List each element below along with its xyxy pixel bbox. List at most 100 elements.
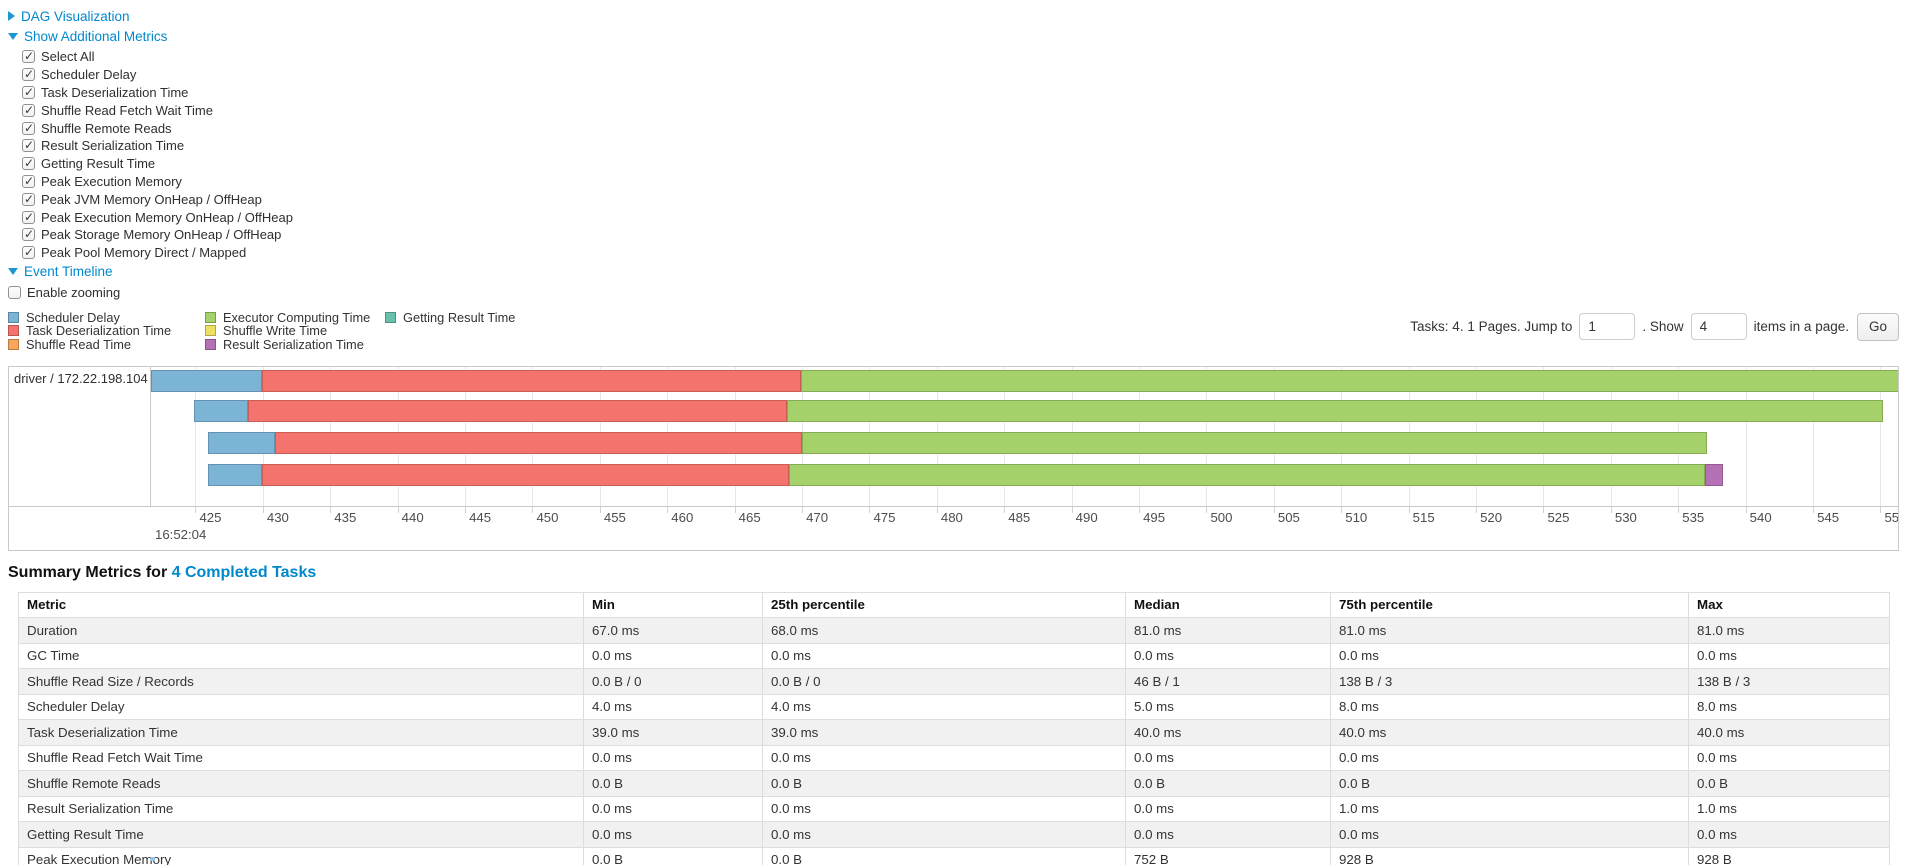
tick-mark [1745,506,1747,513]
tick-label: 535 [1682,509,1705,525]
metric-checkbox-row: Getting Result Time [22,155,1899,173]
metric-checkbox[interactable] [22,67,35,82]
metric-checkbox-label: Shuffle Remote Reads [41,120,172,136]
dag-visualization-toggle[interactable]: DAG Visualization [8,6,1899,26]
metric-name-cell: Shuffle Remote Reads [18,770,584,797]
collapse-arrow-icon [8,268,18,276]
scheduler-delay-segment[interactable] [207,463,262,486]
dag-visualization-link[interactable]: DAG Visualization [21,8,130,24]
enable-zooming-checkbox[interactable] [8,286,21,300]
result-serialization-segment[interactable] [1705,463,1723,486]
tick-mark [1273,506,1275,513]
metric-value-cell: 67.0 ms [583,617,763,644]
metric-value-cell: 39.0 ms [583,719,763,746]
table-row: Duration 67.0 ms 68.0 ms 81.0 ms 81.0 ms 81.0… [18,617,1890,644]
legend-item: Executor Computing Time [205,310,370,325]
table-row: Getting Result Time 0.0 ms 0.0 ms 0.0 ms 0.0… [18,821,1890,848]
metric-checkbox[interactable] [22,210,35,224]
scheduler-delay-segment[interactable] [151,369,262,392]
scheduler-delay-segment[interactable] [207,431,275,454]
metric-checkbox-row: Peak Pool Memory Direct / Mapped [22,244,1899,262]
metric-checkbox[interactable] [22,121,35,135]
tick-label: 430 [266,509,289,525]
metric-value-cell: 0.0 ms [1330,744,1689,772]
legend-label: Result Serialization Time [223,336,364,352]
metric-value-cell: 39.0 ms [762,719,1126,746]
legend-label: Executor Computing Time [223,309,371,325]
scheduler-delay-segment[interactable] [194,399,249,422]
tick-mark [1610,506,1612,513]
metric-value-cell: 0.0 B [762,846,1126,865]
legend-item: Task Deserialization Time [8,323,181,339]
clipped-element-fragment [150,857,155,861]
executor-computing-segment[interactable] [787,399,1884,422]
table-row: Scheduler Delay 4.0 ms 4.0 ms 5.0 ms 8.0 ms 8… [18,693,1890,721]
legend-column: Executor Computing Time Shuffle Write Tim… [205,310,370,352]
metric-checkbox[interactable] [22,85,35,99]
tick-mark [1408,506,1410,513]
executor-computing-segment[interactable] [788,463,1706,486]
task-bar[interactable] [151,399,1898,422]
legend-label: Task Deserialization Time [26,323,172,339]
summary-metrics-table: Metric Min 25th percentile Median 75th perce… [18,591,1890,865]
metric-value-cell: 0.0 ms [583,795,763,823]
executor-computing-segment[interactable] [800,369,1898,392]
event-timeline-toggle[interactable]: Event Timeline [8,262,1899,282]
tick-mark [1678,506,1680,513]
tick-mark [1476,506,1478,513]
scheduler-delay-swatch-icon [8,311,19,323]
executor-computing-segment[interactable] [802,431,1707,454]
metric-checkbox[interactable] [22,138,35,153]
go-button[interactable]: Go [1856,312,1899,341]
tick-label: 510 [1345,509,1368,525]
table-header-row: Metric Min 25th percentile Median 75th perce… [18,591,1890,619]
metric-checkbox[interactable] [22,103,35,117]
tick-mark [397,506,399,513]
tick-mark [532,506,534,513]
event-timeline-link[interactable]: Event Timeline [24,264,113,280]
metric-checkbox-label: Select All [41,49,95,65]
metric-value-cell: 752 B [1125,846,1331,865]
task-bar[interactable] [151,463,1898,486]
metric-value-cell: 0.0 ms [762,642,1126,670]
metric-name-cell: Scheduler Delay [18,693,584,721]
metric-checkbox[interactable] [22,192,35,206]
items-per-page-input[interactable] [1690,313,1747,341]
metric-value-cell: 0.0 ms [1125,744,1331,772]
task-deserialization-segment[interactable] [275,431,803,454]
metric-value-cell: 1.0 ms [1688,795,1890,823]
table-row: Shuffle Remote Reads 0.0 B 0.0 B 0.0 B 0.0 B… [18,770,1890,797]
metric-checkbox-row: Peak Execution Memory [22,173,1899,191]
tick-label: 465 [738,509,761,525]
completed-tasks-link[interactable]: 4 Completed Tasks [171,563,317,581]
column-header: Median [1125,591,1331,619]
gridline [1813,366,1815,506]
metric-checkbox[interactable] [22,227,35,242]
metric-checkbox[interactable] [22,245,35,260]
task-deserialization-segment[interactable] [261,369,801,392]
tick-label: 440 [401,509,424,525]
jump-to-page-input[interactable] [1579,313,1636,341]
task-deserialization-segment[interactable] [261,463,789,486]
metric-value-cell: 0.0 B / 0 [762,668,1126,695]
metric-name-cell: Task Deserialization Time [18,719,584,746]
metric-checkbox[interactable] [22,174,35,188]
table-row: GC Time 0.0 ms 0.0 ms 0.0 ms 0.0 ms 0.0 ms [18,642,1890,670]
getting-result-swatch-icon [385,311,396,323]
metric-checkbox-label: Task Deserialization Time [41,84,189,100]
task-deserialization-segment[interactable] [248,399,788,422]
metric-checkbox[interactable] [22,49,35,64]
show-additional-metrics-toggle[interactable]: Show Additional Metrics [8,26,1899,46]
shuffle-write-swatch-icon [205,325,216,337]
column-header: 25th percentile [762,591,1126,619]
show-additional-metrics-link[interactable]: Show Additional Metrics [24,28,168,44]
pagination-show-text: . Show [1642,319,1684,335]
task-bar[interactable] [151,369,1898,392]
task-bar[interactable] [151,431,1898,454]
metric-checkbox[interactable] [22,156,35,171]
metric-value-cell: 0.0 ms [1330,821,1689,848]
metric-name-cell: Shuffle Read Size / Records [18,668,584,695]
metric-value-cell: 0.0 B [1125,770,1331,797]
tick-label: 490 [1075,509,1098,525]
metric-value-cell: 8.0 ms [1330,693,1689,721]
